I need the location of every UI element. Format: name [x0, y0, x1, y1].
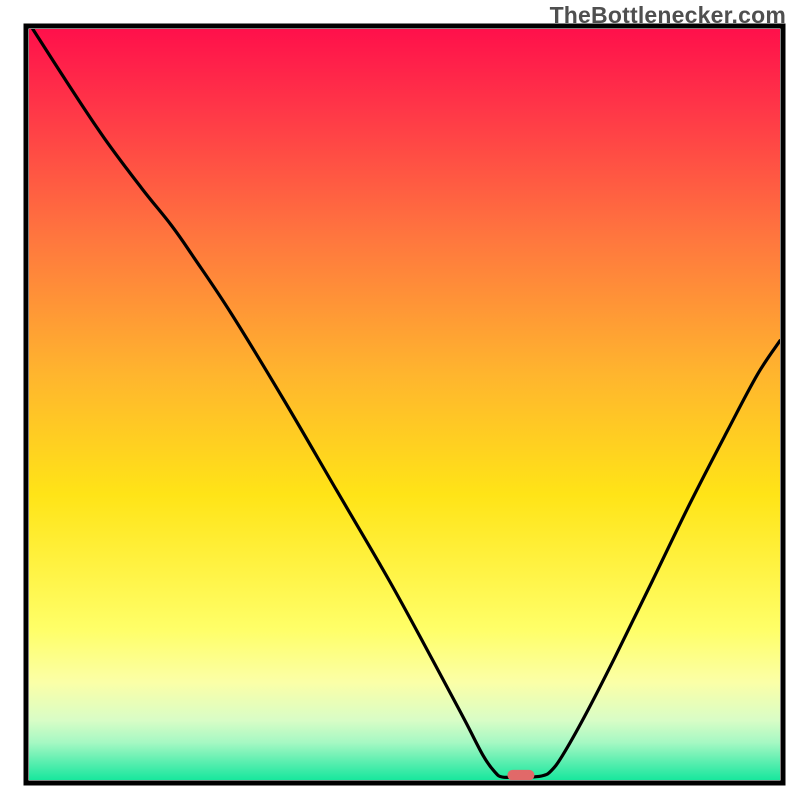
gradient-background	[29, 29, 780, 780]
optimal-marker	[507, 770, 534, 781]
watermark-text: TheBottlenecker.com	[550, 2, 786, 29]
bottleneck-chart	[0, 0, 800, 800]
chart-stage: TheBottlenecker.com	[0, 0, 800, 800]
